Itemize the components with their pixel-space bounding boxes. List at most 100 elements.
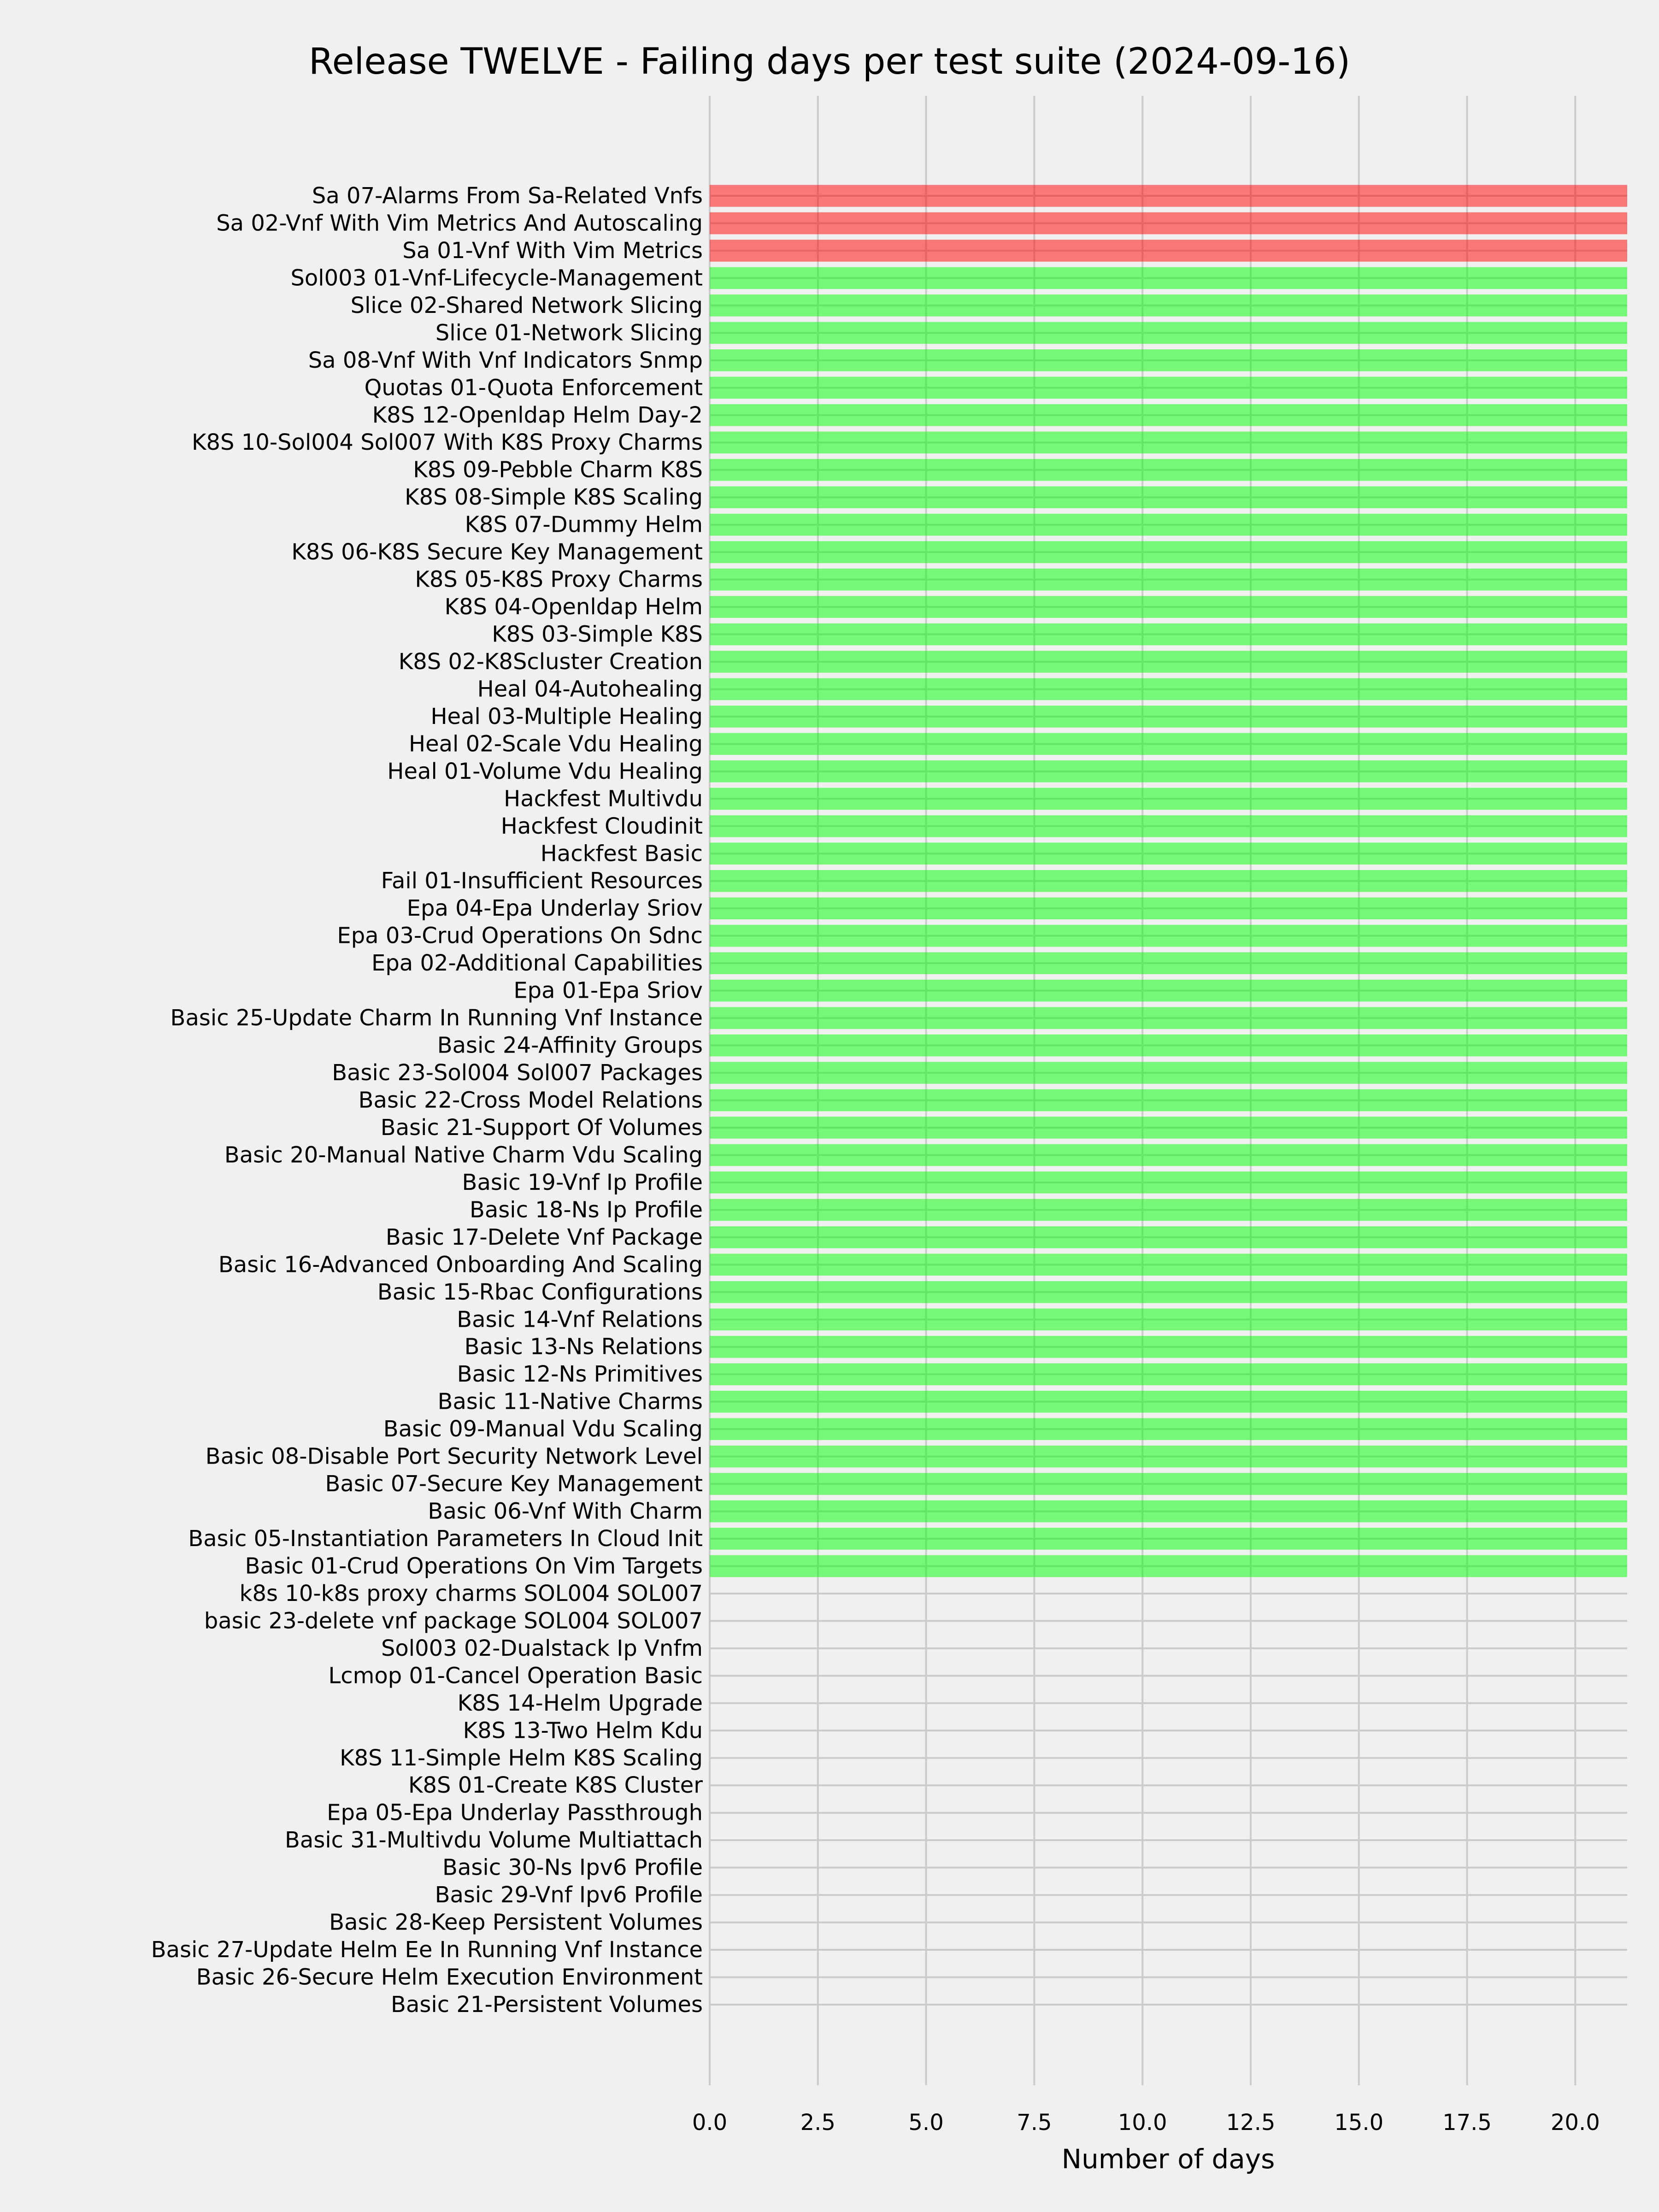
x-tick-label: 12.5 bbox=[1226, 2110, 1276, 2136]
y-tick-label: Basic 21-Persistent Volumes bbox=[391, 1992, 703, 2018]
y-tick-label: Basic 26-Secure Helm Execution Environme… bbox=[196, 1965, 703, 1990]
bar-failing bbox=[710, 185, 1627, 207]
chart-title: Release TWELVE - Failing days per test s… bbox=[309, 41, 1350, 82]
bar-passing bbox=[710, 1117, 1627, 1139]
y-tick-label: Slice 01-Network Slicing bbox=[435, 320, 703, 346]
bar-passing bbox=[710, 897, 1627, 919]
bar-passing bbox=[710, 1335, 1627, 1358]
y-tick-label: Sa 07-Alarms From Sa-Related Vnfs bbox=[312, 183, 703, 209]
y-tick-label: Basic 27-Update Helm Ee In Running Vnf I… bbox=[151, 1937, 703, 1963]
bar-passing bbox=[710, 1226, 1627, 1248]
y-tick-label: Basic 19-Vnf Ip Profile bbox=[462, 1170, 703, 1195]
y-tick-label: Basic 18-Ns Ip Profile bbox=[470, 1197, 703, 1223]
bar-passing bbox=[710, 1199, 1627, 1221]
bar-passing bbox=[710, 1445, 1627, 1468]
bar-passing bbox=[710, 349, 1627, 371]
x-axis-label: Number of days bbox=[1062, 2143, 1275, 2175]
y-tick-label: Heal 03-Multiple Healing bbox=[430, 704, 703, 729]
y-tick-label: K8S 08-Simple K8S Scaling bbox=[405, 484, 703, 510]
bar-passing bbox=[710, 979, 1627, 1002]
bar-passing bbox=[710, 1089, 1627, 1112]
bar-failing bbox=[710, 212, 1627, 235]
bar-passing bbox=[710, 431, 1627, 454]
bar-passing bbox=[710, 733, 1627, 755]
y-tick-label: K8S 09-Pebble Charm K8S bbox=[413, 457, 703, 483]
x-tick-labels: 0.0 2.5 5.0 7.5 10.0 12.5 15.0 17.5 20.0 bbox=[692, 2110, 1600, 2136]
y-tick-label: Epa 02-Additional Capabilities bbox=[371, 950, 703, 976]
y-tick-label: Basic 07-Secure Key Management bbox=[325, 1471, 703, 1497]
y-tick-label: K8S 07-Dummy Helm bbox=[465, 512, 703, 538]
y-tick-label: Quotas 01-Quota Enforcement bbox=[365, 375, 703, 400]
y-tick-label: Basic 05-Instantiation Parameters In Clo… bbox=[188, 1526, 703, 1552]
y-tick-label: Basic 20-Manual Native Charm Vdu Scaling bbox=[224, 1142, 703, 1168]
y-tick-label: Basic 31-Multivdu Volume Multiattach bbox=[285, 1827, 703, 1853]
bar-passing bbox=[710, 596, 1627, 618]
y-tick-label: Basic 30-Ns Ipv6 Profile bbox=[442, 1855, 703, 1881]
y-tick-label: Basic 13-Ns Relations bbox=[465, 1334, 703, 1360]
y-tick-label: Basic 29-Vnf Ipv6 Profile bbox=[435, 1882, 703, 1908]
y-tick-label: Basic 06-Vnf With Charm bbox=[428, 1499, 703, 1524]
y-tick-label: k8s 10-k8s proxy charms SOL004 SOL007 bbox=[240, 1581, 703, 1606]
y-tick-label: K8S 14-Helm Upgrade bbox=[458, 1690, 703, 1716]
x-tick-label: 0.0 bbox=[692, 2110, 727, 2136]
y-tick-label: Epa 01-Epa Sriov bbox=[513, 978, 703, 1004]
bar-passing bbox=[710, 842, 1627, 865]
y-tick-label: basic 23-delete vnf package SOL004 SOL00… bbox=[204, 1608, 703, 1634]
y-tick-label: Hackfest Multivdu bbox=[504, 786, 703, 812]
y-tick-label: Sa 02-Vnf With Vim Metrics And Autoscali… bbox=[216, 210, 703, 236]
y-tick-label: Slice 02-Shared Network Slicing bbox=[351, 293, 703, 318]
bar-passing bbox=[710, 377, 1627, 399]
x-tick-label: 7.5 bbox=[1017, 2110, 1052, 2136]
y-tick-label: K8S 01-Create K8S Cluster bbox=[408, 1772, 703, 1798]
bar-passing bbox=[710, 322, 1627, 344]
bar-passing bbox=[710, 952, 1627, 974]
y-tick-label: K8S 04-Openldap Helm bbox=[445, 594, 703, 620]
bar-passing bbox=[710, 870, 1627, 892]
bar-passing bbox=[710, 1144, 1627, 1166]
y-tick-label: Epa 04-Epa Underlay Sriov bbox=[407, 895, 703, 921]
bar-passing bbox=[710, 1062, 1627, 1084]
y-tick-label: Lcmop 01-Cancel Operation Basic bbox=[329, 1663, 703, 1688]
bar-passing bbox=[710, 1281, 1627, 1303]
y-tick-label: Heal 02-Scale Vdu Healing bbox=[409, 731, 703, 757]
y-tick-label: Basic 09-Manual Vdu Scaling bbox=[383, 1416, 703, 1442]
bar-passing bbox=[710, 678, 1627, 700]
bar-passing bbox=[710, 486, 1627, 508]
bar-passing bbox=[710, 760, 1627, 782]
bar-passing bbox=[710, 1500, 1627, 1523]
bar-passing bbox=[710, 788, 1627, 810]
x-tick-label: 10.0 bbox=[1118, 2110, 1167, 2136]
y-tick-label: Heal 04-Autohealing bbox=[477, 676, 703, 702]
y-tick-label: K8S 11-Simple Helm K8S Scaling bbox=[340, 1745, 703, 1771]
bar-passing bbox=[710, 1473, 1627, 1495]
y-tick-label: K8S 03-Simple K8S bbox=[492, 622, 703, 647]
y-tick-label: Basic 28-Keep Persistent Volumes bbox=[329, 1910, 703, 1936]
y-tick-label: Epa 05-Epa Underlay Passthrough bbox=[327, 1800, 703, 1826]
y-tick-label: Basic 16-Advanced Onboarding And Scaling bbox=[218, 1252, 703, 1277]
bar-passing bbox=[710, 1308, 1627, 1331]
y-tick-label: Basic 01-Crud Operations On Vim Targets bbox=[245, 1553, 703, 1579]
y-tick-label: Basic 14-Vnf Relations bbox=[457, 1306, 703, 1332]
bar-passing bbox=[710, 1555, 1627, 1577]
bar-passing bbox=[710, 623, 1627, 646]
y-tick-label: Basic 21-Support Of Volumes bbox=[381, 1115, 703, 1141]
y-tick-label: K8S 02-K8Scluster Creation bbox=[399, 649, 703, 675]
bar-passing bbox=[710, 1390, 1627, 1413]
y-tick-label: Heal 01-Volume Vdu Healing bbox=[387, 759, 703, 784]
x-tick-label: 2.5 bbox=[800, 2110, 835, 2136]
bar-failing bbox=[710, 240, 1627, 262]
y-tick-label: K8S 05-K8S Proxy Charms bbox=[415, 567, 703, 593]
y-tick-label: Basic 24-Affinity Groups bbox=[437, 1033, 703, 1059]
bar-passing bbox=[710, 294, 1627, 317]
bar-passing bbox=[710, 1034, 1627, 1057]
y-tick-label: Hackfest Cloudinit bbox=[501, 813, 703, 839]
y-tick-label: Basic 25-Update Charm In Running Vnf Ins… bbox=[171, 1005, 703, 1031]
x-tick-label: 17.5 bbox=[1442, 2110, 1492, 2136]
bar-passing bbox=[710, 924, 1627, 947]
y-tick-label: Basic 12-Ns Primitives bbox=[457, 1361, 703, 1387]
bar-passing bbox=[710, 706, 1627, 728]
y-tick-label: Hackfest Basic bbox=[541, 841, 703, 866]
y-tick-label: Sol003 02-Dualstack Ip Vnfm bbox=[381, 1635, 703, 1661]
bar-passing bbox=[710, 1363, 1627, 1385]
